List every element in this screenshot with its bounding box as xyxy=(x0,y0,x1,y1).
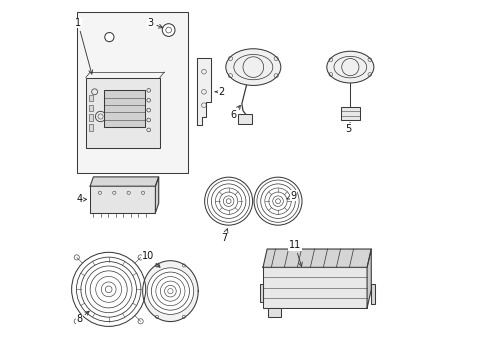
Bar xyxy=(268,308,280,317)
Circle shape xyxy=(219,192,237,210)
Circle shape xyxy=(268,192,286,210)
Bar xyxy=(85,78,160,148)
Circle shape xyxy=(71,252,145,327)
Polygon shape xyxy=(263,249,370,267)
Circle shape xyxy=(253,177,302,225)
Circle shape xyxy=(151,272,189,310)
Polygon shape xyxy=(197,58,210,125)
Circle shape xyxy=(156,276,184,306)
Text: 7: 7 xyxy=(221,229,227,243)
Text: 11: 11 xyxy=(288,240,302,266)
Circle shape xyxy=(90,271,127,308)
Text: 8: 8 xyxy=(76,311,89,324)
Text: 10: 10 xyxy=(142,251,160,267)
Bar xyxy=(341,107,359,120)
Circle shape xyxy=(167,288,173,294)
Circle shape xyxy=(215,188,242,214)
Polygon shape xyxy=(142,261,198,321)
Text: 4: 4 xyxy=(76,194,86,204)
Bar xyxy=(103,90,145,127)
Polygon shape xyxy=(90,177,159,186)
Bar xyxy=(89,104,93,111)
Circle shape xyxy=(101,282,116,297)
Circle shape xyxy=(272,196,283,206)
Text: 5: 5 xyxy=(345,123,351,134)
Circle shape xyxy=(204,177,252,225)
Polygon shape xyxy=(366,249,370,308)
Circle shape xyxy=(226,199,230,203)
Circle shape xyxy=(256,180,299,222)
Bar xyxy=(90,186,155,213)
Bar xyxy=(370,284,375,304)
Text: 9: 9 xyxy=(286,191,296,201)
Text: 2: 2 xyxy=(215,87,224,97)
Circle shape xyxy=(76,257,141,321)
Circle shape xyxy=(160,281,180,301)
Ellipse shape xyxy=(225,49,280,85)
Circle shape xyxy=(81,262,136,317)
Bar xyxy=(259,284,263,302)
Polygon shape xyxy=(155,177,159,213)
Circle shape xyxy=(96,276,122,302)
Ellipse shape xyxy=(326,51,373,83)
Text: 1: 1 xyxy=(75,18,92,74)
Circle shape xyxy=(275,199,280,203)
Circle shape xyxy=(207,180,249,222)
Circle shape xyxy=(223,196,233,206)
Bar xyxy=(89,95,93,101)
Circle shape xyxy=(162,24,175,36)
Circle shape xyxy=(211,184,245,219)
Circle shape xyxy=(147,268,193,314)
Circle shape xyxy=(138,319,143,324)
Bar xyxy=(77,12,188,173)
Circle shape xyxy=(104,32,114,42)
Circle shape xyxy=(85,266,132,313)
Circle shape xyxy=(138,255,143,260)
Circle shape xyxy=(264,188,291,214)
Text: 3: 3 xyxy=(147,18,163,28)
Bar xyxy=(89,114,93,121)
Text: 6: 6 xyxy=(230,105,240,120)
Bar xyxy=(89,124,93,131)
Circle shape xyxy=(74,255,79,260)
Bar xyxy=(238,114,252,125)
Circle shape xyxy=(105,286,112,293)
Circle shape xyxy=(260,184,295,219)
Circle shape xyxy=(164,285,176,297)
Bar xyxy=(263,267,366,308)
Circle shape xyxy=(74,319,79,324)
